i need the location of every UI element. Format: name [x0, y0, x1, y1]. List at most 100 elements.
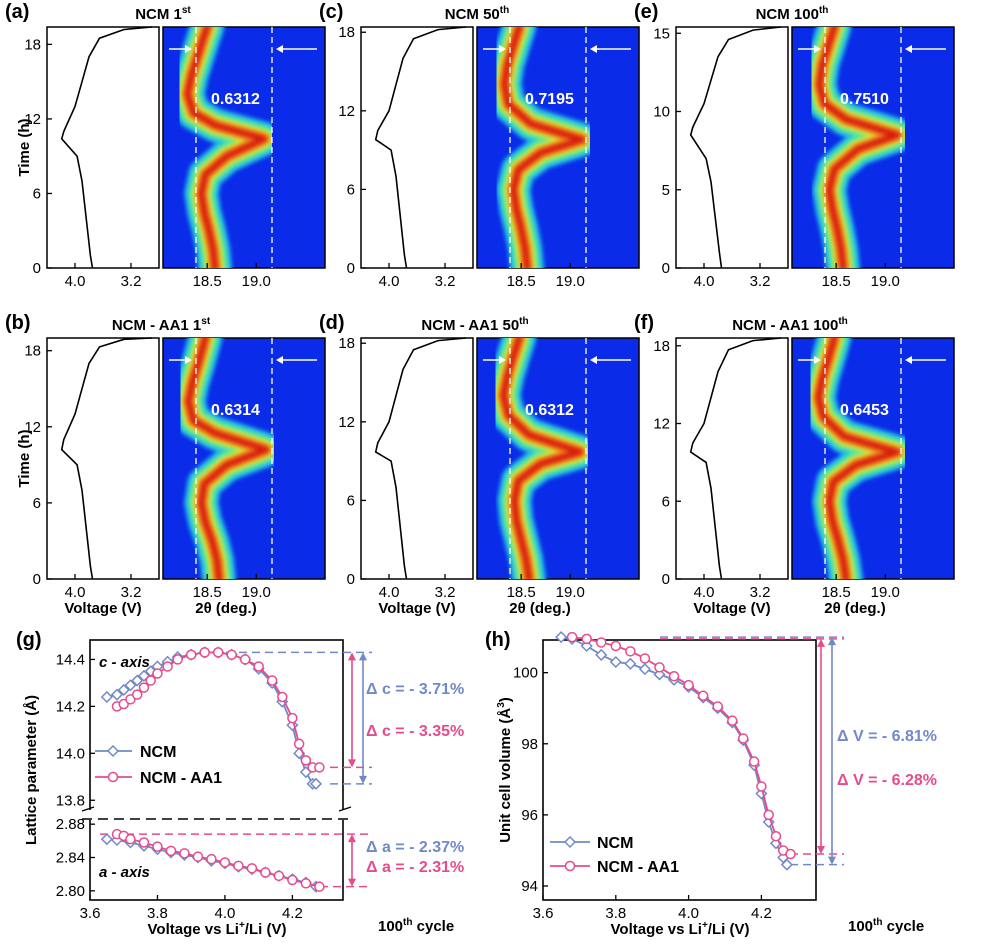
- x-axis-label-tail: /Li (V): [245, 921, 287, 938]
- right-arrow-head: [276, 45, 283, 53]
- voltage-plot-frame: [360, 26, 474, 269]
- a-aa1-point: [219, 857, 231, 868]
- c-aa1-point: [277, 691, 288, 703]
- voltage-tick-label: 3.2: [750, 584, 771, 601]
- voltage-curve: [689, 337, 782, 580]
- theta-tick-label: 18.5: [822, 584, 851, 601]
- theta-tick-label: 19.0: [556, 273, 585, 290]
- delta-v-ncm-arrow-head-bottom: [828, 856, 836, 865]
- c-ncm-point: [100, 690, 113, 704]
- theta-tick-label: 18.5: [193, 584, 222, 601]
- x-tick-label: 4.0: [215, 905, 236, 922]
- c-aa1-point: [199, 647, 210, 658]
- theta-tick-label: 18.5: [507, 273, 536, 290]
- voltage-axis-label: Voltage (V): [693, 600, 770, 617]
- time-tick-label: 10: [653, 104, 670, 121]
- panel-e: (e) NCM 100th 0.7510 0 5 10 15 4.0 3.2 18.5 19.0: [634, 1, 955, 290]
- legend-marker-ncm: [106, 744, 120, 758]
- theta-tick-label: 19.0: [242, 273, 271, 290]
- panel-letter: (g): [16, 629, 42, 651]
- y-axis-label: Unit cell volume (Å3): [496, 697, 514, 843]
- panel-title-main: NCM - AA1 50: [421, 317, 519, 334]
- delta-v-aa1-arrow-head-bottom: [817, 846, 825, 854]
- voltage-tick-label: 3.2: [435, 584, 456, 601]
- theta-tick-label: 19.0: [871, 273, 900, 290]
- c-aa1-point: [293, 738, 305, 750]
- panel-title-main: NCM - AA1 1: [112, 317, 201, 334]
- theta-axis-label: 2θ (deg.): [195, 600, 256, 617]
- c-aa1-point: [287, 712, 298, 724]
- panel-title: NCM 100th: [756, 5, 829, 23]
- delta-a-arrow-head-bottom: [348, 878, 356, 887]
- delta-c-aa1-arrow-head-top: [348, 652, 356, 661]
- time-tick-label: 18: [338, 335, 355, 352]
- a-aa1-point: [287, 874, 298, 886]
- c-aa1-point: [253, 661, 264, 672]
- a-aa1-point: [179, 848, 190, 859]
- delta-v-aa1-arrow-head-top: [817, 638, 825, 647]
- intensity-band-4: [816, 27, 901, 268]
- panel-b: (b) NCM - AA1 1st 0.6314 0 6 12 18 4.0 3.2 18.5 19…: [5, 312, 326, 617]
- v-aa1-point: [712, 701, 723, 712]
- legend-label-ncm: NCM: [140, 744, 176, 761]
- time-tick-label: 6: [33, 495, 41, 512]
- panel-title: NCM - AA1 50th: [421, 316, 528, 334]
- v-ncm-point: [653, 668, 666, 681]
- shift-value-label: 0.7510: [840, 91, 889, 108]
- right-arrow-head: [590, 356, 597, 364]
- v-aa1-point: [566, 631, 578, 643]
- voltage-plot-frame: [46, 337, 160, 580]
- time-tick-label: 6: [33, 185, 41, 202]
- a-aa1-point: [192, 851, 204, 862]
- left-arrow-head: [814, 45, 821, 53]
- time-tick-label: 12: [24, 111, 41, 128]
- axis-break-mark: [81, 806, 95, 812]
- theta-axis-label: 2θ (deg.): [509, 600, 570, 617]
- delta-a-arrow-head-top: [348, 834, 356, 843]
- shift-value-label: 0.6312: [525, 402, 574, 419]
- panel-letter: (e): [634, 1, 658, 23]
- a-aa1-point: [165, 845, 177, 857]
- left-arrow-head: [499, 356, 506, 364]
- c-aa1-point: [172, 654, 183, 665]
- cycle-note-main: 100: [378, 918, 403, 935]
- panel-title-main: NCM 50: [445, 6, 500, 23]
- v-aa1-point: [610, 640, 622, 652]
- legend-label-aa1: NCM - AA1: [597, 859, 679, 876]
- x-axis-label: Voltage vs Li+/Li (V): [611, 920, 750, 938]
- a-ncm-point: [100, 833, 113, 846]
- y-tick-label: 14.2: [56, 698, 85, 715]
- legend-marker-ncm: [563, 835, 577, 849]
- y-axis-label-sup: 3: [496, 702, 507, 708]
- c-aa1-point: [266, 675, 278, 686]
- panel-g: (g) 13.8 14.0 14.2 14.4 2.80 2.84 2.88 3.6 3.8 4.0…: [16, 629, 464, 938]
- intensity-band-4: [185, 338, 270, 579]
- x-tick-label: 3.6: [80, 905, 101, 922]
- heatmap-intensity: [802, 27, 915, 268]
- panel-d: (d) NCM - AA1 50th 0.6312 0 6 12 18 4.0 3.2 18.5 1…: [319, 312, 640, 617]
- delta-c-ncm-arrow-head-top: [359, 652, 367, 661]
- v-aa1-point: [727, 715, 738, 726]
- panel-c: (c) NCM 50th 0.7195 0 6 12 18 4.0 3.2 18.5 19.0: [319, 1, 640, 290]
- y-tick-label: 13.8: [56, 792, 85, 809]
- heatmap-intensity: [487, 27, 600, 268]
- x-tick-label: 3.8: [147, 905, 168, 922]
- v-aa1-point: [625, 646, 636, 657]
- a-aa1-point: [273, 870, 285, 882]
- time-tick-label: 18: [653, 338, 670, 355]
- x-axis-label-sup: +: [702, 920, 708, 931]
- theta-axis-label: 2θ (deg.): [824, 600, 885, 617]
- a-aa1-point: [314, 881, 325, 892]
- time-tick-label: 12: [653, 416, 670, 433]
- panel-f: (f) NCM - AA1 100th 0.6453 0 6 12 18 4.0 3.2 18.5…: [634, 312, 955, 617]
- v-aa1-point: [697, 690, 709, 702]
- c-aa1-point: [226, 649, 237, 660]
- panel-letter: (b): [5, 312, 31, 334]
- intensity-band-4: [815, 338, 901, 579]
- panel-letter: (a): [5, 1, 29, 23]
- panel-title-main: NCM 100: [756, 6, 819, 23]
- y-axis-label-tail: ): [497, 697, 514, 702]
- delta-a-aa1-label: Δ a = - 2.31%: [366, 859, 464, 876]
- y-tick-label: 100: [513, 665, 538, 682]
